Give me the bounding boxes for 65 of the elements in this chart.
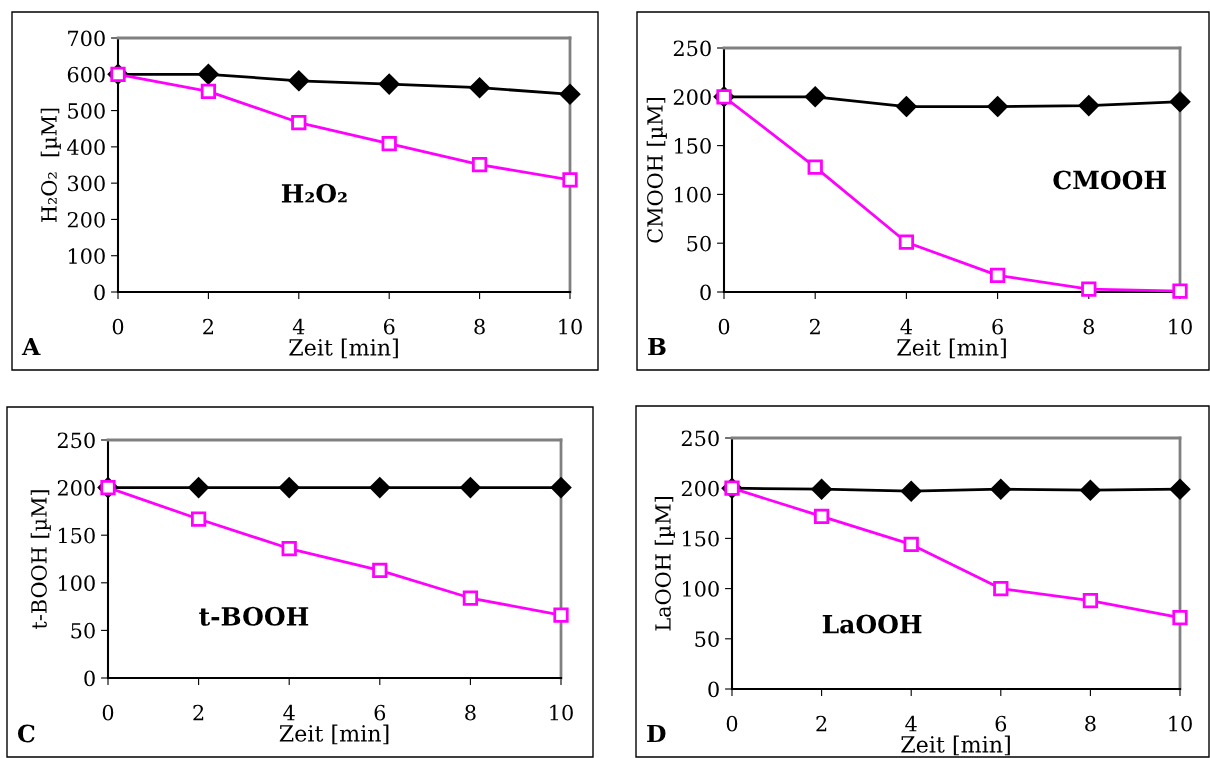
text: A: [21, 337, 41, 356]
y-tick-label: 400: [67, 139, 105, 156]
x-axis-title: Zeit [min]: [897, 338, 1006, 359]
y-axis-title: t-BOOH [µM]: [30, 490, 51, 629]
x-tick-label: 4: [283, 704, 295, 721]
y-tick-label: 250: [681, 430, 719, 447]
y-tick-label: 0: [84, 670, 95, 687]
y-tick-label: 300: [68, 175, 105, 192]
y-tick-label: 200: [57, 480, 95, 496]
x-tick-label: 6: [374, 704, 386, 721]
x-tick-label: 10: [559, 318, 582, 335]
y-tick-label: 100: [58, 575, 95, 592]
x-tick-label: 0: [726, 715, 738, 732]
x-tick-label: 10: [550, 704, 573, 721]
y-tick-label: 200: [673, 89, 711, 106]
x-tick-label: 6: [995, 715, 1007, 732]
x-tick-label: 10: [1169, 318, 1192, 335]
x-tick-label: 10: [1169, 715, 1192, 732]
x-tick-label: 8: [1085, 715, 1096, 732]
y-tick-label: 50: [71, 622, 95, 639]
x-tick-label: 8: [1083, 318, 1095, 335]
x-axis-title: Zeit [min]: [279, 724, 389, 745]
y-axis-title: H₂O₂ [µM]: [40, 108, 61, 223]
x-tick-label: 6: [383, 318, 395, 335]
y-axis-title: CMOOH [µM]: [646, 98, 667, 243]
text: B: [648, 337, 666, 356]
annotation: t-BOOH: [199, 606, 309, 626]
x-tick-label: 6: [992, 318, 1003, 335]
y-tick-label: 100: [68, 248, 105, 264]
y-tick-label: 50: [695, 631, 719, 648]
x-axis-title: Zeit [min]: [289, 338, 398, 359]
x-tick-label: 4: [900, 318, 912, 335]
text: C: [17, 724, 35, 743]
x-tick-label: 0: [112, 318, 124, 335]
x-axis-title: Zeit [min]: [901, 735, 1010, 756]
y-tick-label: 0: [700, 284, 711, 301]
y-tick-label: 150: [682, 530, 719, 547]
y-tick-label: 150: [674, 138, 711, 154]
text: D: [647, 724, 666, 743]
x-tick-label: 2: [816, 715, 827, 732]
y-tick-label: 100: [674, 186, 711, 203]
x-tick-label: 2: [203, 318, 213, 335]
y-tick-label: 100: [682, 581, 719, 597]
x-tick-label: 2: [809, 318, 820, 335]
annotation: H₂O₂: [281, 183, 347, 203]
y-tick-label: 500: [68, 103, 105, 119]
x-tick-label: 8: [474, 318, 485, 335]
y-tick-label: 600: [67, 66, 105, 83]
y-axis-title: LaOOH [µM]: [654, 497, 675, 631]
y-tick-label: 0: [94, 284, 105, 301]
annotation: CMOOH: [1053, 170, 1166, 190]
annotation: LaOOH: [822, 614, 922, 634]
x-tick-label: 0: [718, 318, 730, 335]
x-tick-label: 4: [905, 715, 917, 732]
y-tick-label: 700: [68, 30, 105, 47]
y-tick-label: 50: [687, 235, 711, 252]
x-tick-label: 4: [292, 318, 305, 335]
y-tick-label: 0: [708, 681, 719, 698]
y-tick-label: 250: [673, 40, 711, 57]
x-tick-label: 2: [193, 704, 204, 721]
y-tick-label: 200: [67, 211, 105, 228]
y-tick-label: 250: [57, 432, 95, 449]
x-tick-label: 8: [465, 704, 476, 721]
y-tick-label: 150: [58, 527, 95, 544]
y-tick-label: 200: [681, 480, 719, 497]
